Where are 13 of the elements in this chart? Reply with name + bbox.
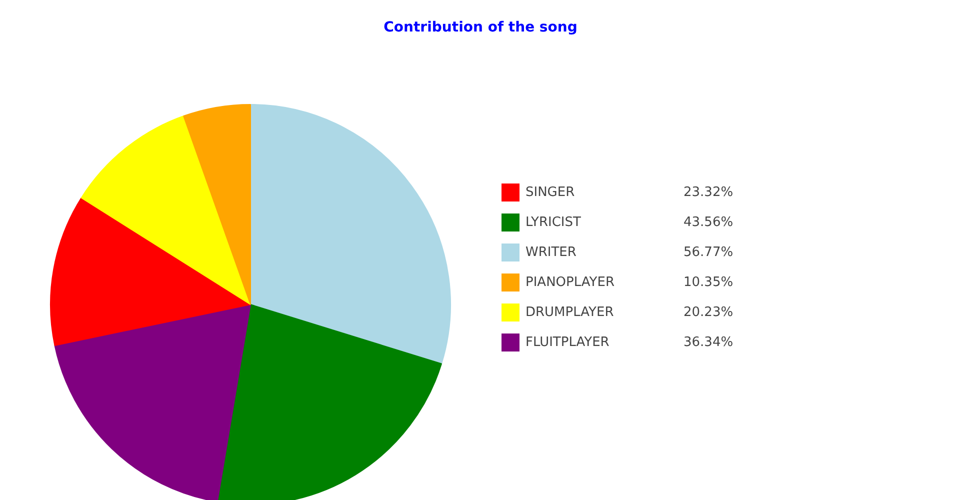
- legend-label: PIANOPLAYER: [526, 275, 614, 290]
- data-label: 43.56%: [684, 215, 734, 230]
- data-label: 10.35%: [684, 275, 734, 290]
- data-label: 56.77%: [684, 245, 734, 260]
- data-label: 23.32%: [684, 185, 734, 200]
- data-label: 36.34%: [684, 335, 734, 350]
- legend-label: WRITER: [526, 245, 576, 260]
- legend-label: SINGER: [526, 185, 575, 200]
- legend-label: DRUMPLAYER: [526, 305, 614, 320]
- data-label: 20.23%: [684, 305, 734, 320]
- legend-label: LYRICIST: [526, 215, 581, 230]
- legend-label: FLUITPLAYER: [526, 335, 610, 350]
- chart-title: Contribution of the song: [384, 20, 578, 36]
